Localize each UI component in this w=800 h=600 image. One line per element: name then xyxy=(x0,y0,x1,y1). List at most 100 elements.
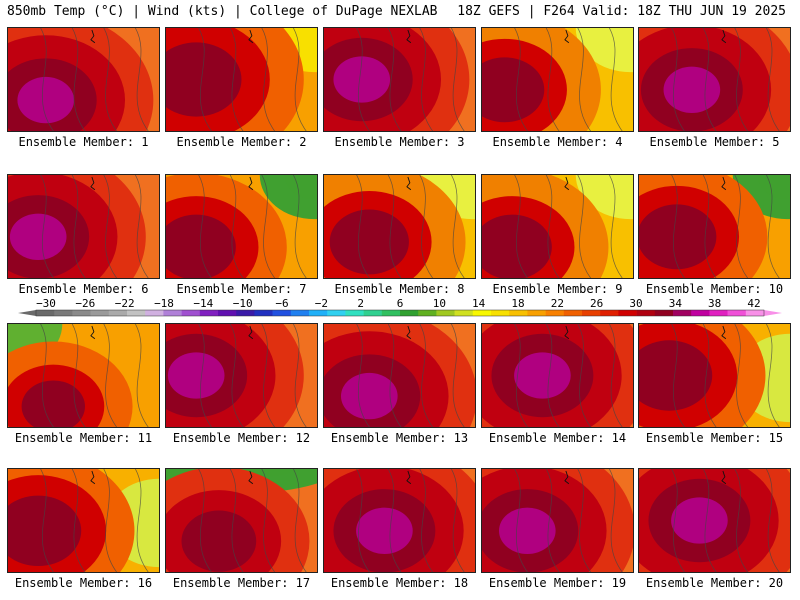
colorbar-tick-label: −22 xyxy=(114,297,135,310)
ensemble-panel-16 xyxy=(7,468,160,573)
colorbar-tick-label: 30 xyxy=(629,297,643,310)
colorbar-segment xyxy=(636,310,656,316)
colorbar-segment xyxy=(108,310,128,316)
colorbar-tick-label: 42 xyxy=(747,297,761,310)
colorbar-tick-label: 38 xyxy=(708,297,722,310)
ensemble-panel-1 xyxy=(7,27,160,132)
colorbar-segment xyxy=(309,310,328,316)
ensemble-member-label: Ensemble Member: 18 xyxy=(330,576,469,590)
colorbar-segment xyxy=(254,310,273,316)
temperature-field-map xyxy=(8,175,159,278)
colorbar-tick-label: 34 xyxy=(668,297,682,310)
ensemble-panel-4 xyxy=(481,27,634,132)
ensemble-panel-17 xyxy=(165,468,318,573)
colorbar-left-arrow xyxy=(18,310,36,316)
colorbar-segment xyxy=(327,310,346,316)
colorbar-segment xyxy=(654,310,674,316)
ensemble-member-label: Ensemble Member: 13 xyxy=(330,431,469,445)
colorbar-segment xyxy=(290,310,310,316)
temperature-field-map xyxy=(482,469,633,572)
ensemble-member-label: Ensemble Member: 16 xyxy=(14,576,153,590)
ensemble-panel-11 xyxy=(7,323,160,428)
colorbar-segment xyxy=(163,310,182,316)
ensemble-member-label: Ensemble Member: 4 xyxy=(492,135,623,149)
colorbar-segment xyxy=(618,310,637,316)
ensemble-panel-18 xyxy=(323,468,476,573)
colorbar-tick-label: 6 xyxy=(396,297,404,310)
colorbar-segment xyxy=(600,310,619,316)
ensemble-member-label: Ensemble Member: 5 xyxy=(649,135,780,149)
ensemble-panel-20 xyxy=(638,468,791,573)
colorbar-segment xyxy=(691,310,710,316)
map-title: 850mb Temp (°C) | Wind (kts) | College o… xyxy=(7,4,438,19)
colorbar-segment xyxy=(199,310,219,316)
colorbar-segment xyxy=(418,310,437,316)
temperature-field-map xyxy=(324,469,475,572)
temperature-field-map xyxy=(482,28,633,131)
ensemble-member-label: Ensemble Member: 1 xyxy=(18,135,149,149)
ensemble-panel-7 xyxy=(165,174,318,279)
temperature-field-map xyxy=(166,469,317,572)
colorbar-segment xyxy=(709,310,728,316)
colorbar-segment xyxy=(509,310,528,316)
temperature-field-map xyxy=(8,324,159,427)
colorbar-tick-label: −26 xyxy=(75,297,96,310)
colorbar-tick-label: −10 xyxy=(232,297,253,310)
temperature-field-map xyxy=(8,469,159,572)
colorbar-segment xyxy=(436,310,455,316)
colorbar-segment xyxy=(491,310,510,316)
model-run-info: 18Z GEFS | F264 Valid: 18Z THU JUN 19 20… xyxy=(457,4,786,19)
ensemble-member-label: Ensemble Member: 10 xyxy=(645,282,784,296)
ensemble-member-label: Ensemble Member: 9 xyxy=(492,282,623,296)
temperature-field-map xyxy=(324,28,475,131)
ensemble-panel-14 xyxy=(481,323,634,428)
temperature-field-map xyxy=(166,28,317,131)
colorbar-segment xyxy=(90,310,110,316)
ensemble-panel-12 xyxy=(165,323,318,428)
colorbar-segment xyxy=(673,310,692,316)
ensemble-member-label: Ensemble Member: 8 xyxy=(334,282,465,296)
colorbar-right-arrow xyxy=(764,310,782,316)
colorbar-segment xyxy=(236,310,255,316)
ensemble-panel-6 xyxy=(7,174,160,279)
colorbar-segment xyxy=(345,310,364,316)
temperature-field-map xyxy=(639,469,790,572)
colorbar-segment xyxy=(563,310,583,316)
colorbar-segment xyxy=(218,310,237,316)
ensemble-member-label: Ensemble Member: 3 xyxy=(334,135,465,149)
ensemble-member-label: Ensemble Member: 20 xyxy=(645,576,784,590)
ensemble-panel-5 xyxy=(638,27,791,132)
colorbar-segment xyxy=(36,310,55,316)
temperature-field-map xyxy=(639,324,790,427)
colorbar-segment xyxy=(127,310,146,316)
ensemble-member-label: Ensemble Member: 17 xyxy=(172,576,311,590)
ensemble-member-label: Ensemble Member: 12 xyxy=(172,431,311,445)
temperature-field-map xyxy=(324,324,475,427)
colorbar-segment xyxy=(400,310,419,316)
colorbar-segment xyxy=(272,310,292,316)
ensemble-panel-8 xyxy=(323,174,476,279)
colorbar-segment xyxy=(381,310,401,316)
temperature-colorbar xyxy=(18,309,782,317)
ensemble-panel-15 xyxy=(638,323,791,428)
temperature-field-map xyxy=(639,175,790,278)
colorbar-segment xyxy=(472,310,492,316)
ensemble-member-label: Ensemble Member: 7 xyxy=(176,282,307,296)
colorbar-tick-label: −2 xyxy=(314,297,328,310)
colorbar-tick-label: −6 xyxy=(275,297,289,310)
colorbar-segment xyxy=(582,310,601,316)
temperature-field-map xyxy=(166,324,317,427)
colorbar-tick-label: 10 xyxy=(432,297,446,310)
ensemble-panel-19 xyxy=(481,468,634,573)
colorbar-tick-label: −18 xyxy=(154,297,174,310)
temperature-field-map xyxy=(166,175,317,278)
colorbar-segment xyxy=(454,310,474,316)
colorbar-segment xyxy=(54,310,73,316)
colorbar-segment xyxy=(727,310,747,316)
ensemble-member-label: Ensemble Member: 6 xyxy=(18,282,149,296)
ensemble-member-label: Ensemble Member: 19 xyxy=(488,576,627,590)
colorbar-segment xyxy=(181,310,201,316)
colorbar-segment xyxy=(745,310,765,316)
ensemble-member-label: Ensemble Member: 14 xyxy=(488,431,627,445)
colorbar-segment xyxy=(72,310,91,316)
